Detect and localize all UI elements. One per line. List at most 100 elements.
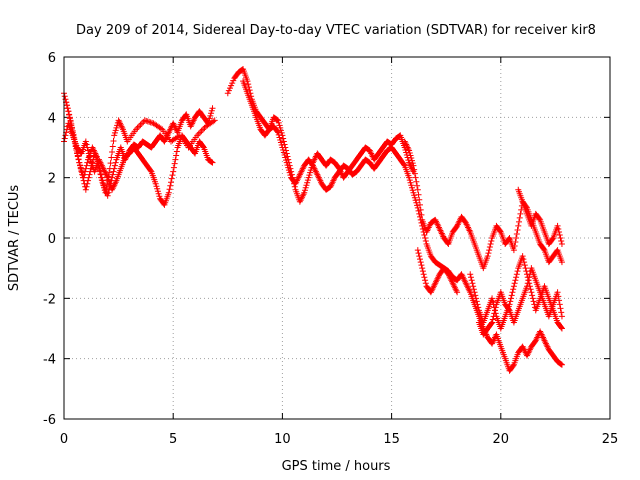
data-point	[511, 280, 518, 287]
data-point	[281, 141, 288, 148]
series-track-i	[475, 265, 565, 338]
data-point	[173, 152, 180, 159]
data-point	[153, 183, 160, 190]
data-point	[280, 147, 287, 154]
y-tick-label: 0	[48, 232, 56, 247]
data-point	[103, 185, 110, 192]
data-point	[71, 134, 78, 141]
data-point	[489, 319, 496, 326]
data-point	[62, 96, 69, 103]
data-point	[102, 189, 109, 196]
data-point	[473, 298, 480, 305]
data-point	[558, 324, 565, 331]
x-tick-label: 0	[60, 432, 68, 447]
data-point	[515, 222, 522, 229]
data-point	[521, 259, 528, 266]
data-point	[70, 131, 77, 138]
data-point	[61, 93, 68, 100]
data-point	[406, 150, 413, 157]
data-point	[85, 177, 92, 184]
data-point	[98, 174, 105, 181]
data-point	[275, 119, 282, 126]
data-point	[486, 244, 493, 251]
data-point	[412, 174, 419, 181]
data-point	[280, 138, 287, 145]
data-point	[167, 182, 174, 189]
data-point	[302, 184, 309, 191]
data-point	[171, 160, 178, 167]
y-tick-label: -6	[43, 413, 56, 428]
data-point	[532, 338, 539, 345]
data-point	[108, 154, 115, 161]
data-point	[489, 316, 496, 323]
data-point	[514, 226, 521, 233]
data-point	[74, 152, 81, 159]
data-point	[488, 320, 495, 327]
data-point	[281, 152, 288, 159]
plot-frame	[63, 56, 611, 420]
data-point	[86, 171, 93, 178]
y-tick-label: -2	[43, 292, 56, 307]
data-point	[412, 197, 419, 204]
data-point	[510, 362, 517, 369]
data-point	[416, 253, 423, 260]
data-point	[97, 171, 104, 178]
data-point	[95, 160, 102, 167]
data-point	[408, 155, 415, 162]
x-tick-label: 15	[383, 432, 400, 447]
data-point	[107, 160, 114, 167]
data-point	[512, 277, 519, 284]
data-point	[170, 164, 177, 171]
data-point	[104, 192, 111, 199]
data-point	[210, 118, 217, 125]
data-point	[96, 167, 103, 174]
data-point	[191, 149, 198, 156]
data-point	[273, 116, 280, 123]
data-point	[520, 256, 527, 263]
data-point	[557, 235, 564, 241]
data-point	[514, 268, 521, 275]
data-point	[454, 289, 461, 296]
data-point	[83, 183, 90, 190]
data-point	[413, 178, 420, 185]
data-point	[81, 171, 88, 178]
data-point	[444, 240, 451, 247]
data-point	[64, 105, 71, 112]
y-tick-labels: -6 -4 -2 0 2 4 6	[43, 51, 56, 428]
data-point	[407, 152, 414, 159]
data-point	[488, 238, 495, 245]
data-point	[536, 215, 543, 222]
data-point	[83, 162, 90, 169]
data-point	[112, 159, 119, 166]
data-point	[411, 166, 418, 173]
data-point	[556, 297, 563, 304]
data-point	[85, 147, 92, 154]
data-point	[66, 111, 73, 118]
data-point	[82, 138, 89, 145]
data-point	[489, 295, 496, 302]
data-point	[285, 164, 292, 171]
data-point	[307, 169, 314, 176]
data-point	[558, 361, 565, 368]
data-point	[471, 289, 478, 296]
data-point	[487, 241, 494, 248]
data-point	[94, 157, 101, 164]
data-point	[169, 172, 176, 179]
data-point	[512, 239, 519, 246]
data-point	[110, 137, 117, 144]
data-point	[110, 168, 117, 175]
data-point	[486, 247, 493, 254]
data-point	[555, 225, 562, 232]
data-point	[228, 82, 235, 89]
data-point	[558, 309, 565, 316]
data-point	[525, 277, 532, 284]
data-point	[165, 189, 172, 196]
data-point	[229, 80, 236, 87]
data-point	[68, 120, 75, 127]
data-point	[469, 280, 476, 287]
data-point	[279, 144, 286, 151]
data-point	[209, 105, 216, 112]
data-point	[508, 292, 515, 299]
data-point	[106, 169, 113, 176]
data-point	[170, 168, 177, 175]
